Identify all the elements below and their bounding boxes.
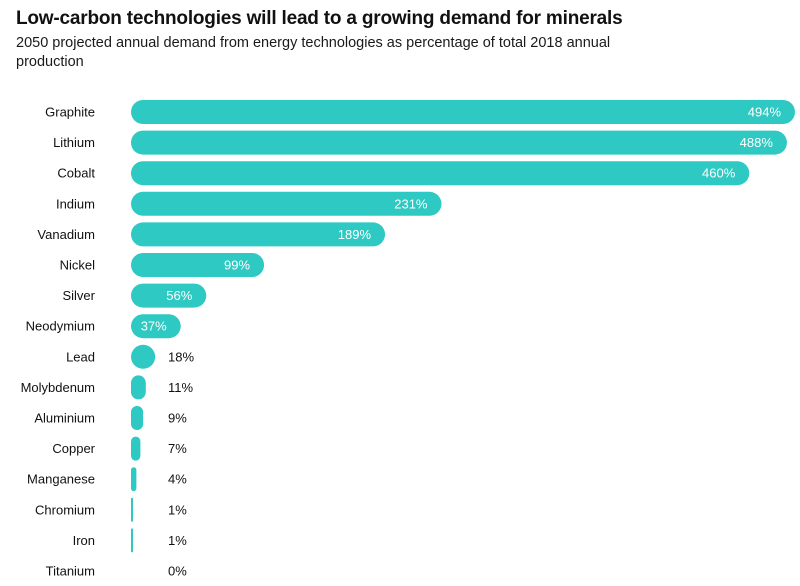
value-label-aluminium: 9% xyxy=(168,411,187,426)
category-label-titanium: Titanium xyxy=(46,564,95,579)
bar-cobalt xyxy=(131,161,750,186)
value-label-indium: 231% xyxy=(394,196,428,211)
category-label-silver: Silver xyxy=(62,288,95,303)
bar-vanadium xyxy=(131,222,386,247)
value-label-copper: 7% xyxy=(168,441,187,456)
value-label-chromium: 1% xyxy=(168,502,187,517)
bar-copper xyxy=(131,436,141,461)
category-label-chromium: Chromium xyxy=(35,502,95,517)
category-label-vanadium: Vanadium xyxy=(37,227,95,242)
category-label-copper: Copper xyxy=(52,441,95,456)
value-label-neodymium: 37% xyxy=(141,319,167,334)
category-label-nickel: Nickel xyxy=(60,258,96,273)
bar-iron xyxy=(131,528,133,553)
bar-lead xyxy=(131,344,156,369)
value-label-manganese: 4% xyxy=(168,472,187,487)
category-label-molybdenum: Molybdenum xyxy=(21,380,95,395)
value-label-lead: 18% xyxy=(168,349,194,364)
bar-molybdenum xyxy=(131,375,146,400)
category-label-lithium: Lithium xyxy=(53,135,95,150)
bar-chromium xyxy=(131,497,133,522)
chart-title: Low-carbon technologies will lead to a g… xyxy=(16,8,623,29)
bar-silver xyxy=(131,283,207,308)
value-label-lithium: 488% xyxy=(740,135,774,150)
category-label-neodymium: Neodymium xyxy=(26,319,95,334)
value-label-titanium: 0% xyxy=(168,564,187,579)
bar-graphite xyxy=(131,100,795,124)
category-label-manganese: Manganese xyxy=(27,472,95,487)
value-label-iron: 1% xyxy=(168,533,187,548)
value-label-silver: 56% xyxy=(166,288,192,303)
bar-neodymium xyxy=(131,314,181,339)
chart-subtitle: 2050 projected annual demand from energy… xyxy=(16,35,611,70)
bar-manganese xyxy=(131,467,137,492)
category-label-indium: Indium xyxy=(56,196,95,211)
category-label-aluminium: Aluminium xyxy=(34,411,95,426)
category-label-cobalt: Cobalt xyxy=(57,166,95,181)
value-label-cobalt: 460% xyxy=(702,166,736,181)
value-label-graphite: 494% xyxy=(748,105,782,120)
value-label-vanadium: 189% xyxy=(338,227,372,242)
bar-indium xyxy=(131,191,442,216)
bar-aluminium xyxy=(131,406,144,430)
bar-lithium xyxy=(131,130,787,155)
category-label-graphite: Graphite xyxy=(45,105,95,120)
category-label-iron: Iron xyxy=(73,533,95,548)
bar-nickel xyxy=(131,253,265,277)
category-label-lead: Lead xyxy=(66,349,95,364)
value-label-nickel: 99% xyxy=(224,258,250,273)
value-label-molybdenum: 11% xyxy=(168,380,193,395)
